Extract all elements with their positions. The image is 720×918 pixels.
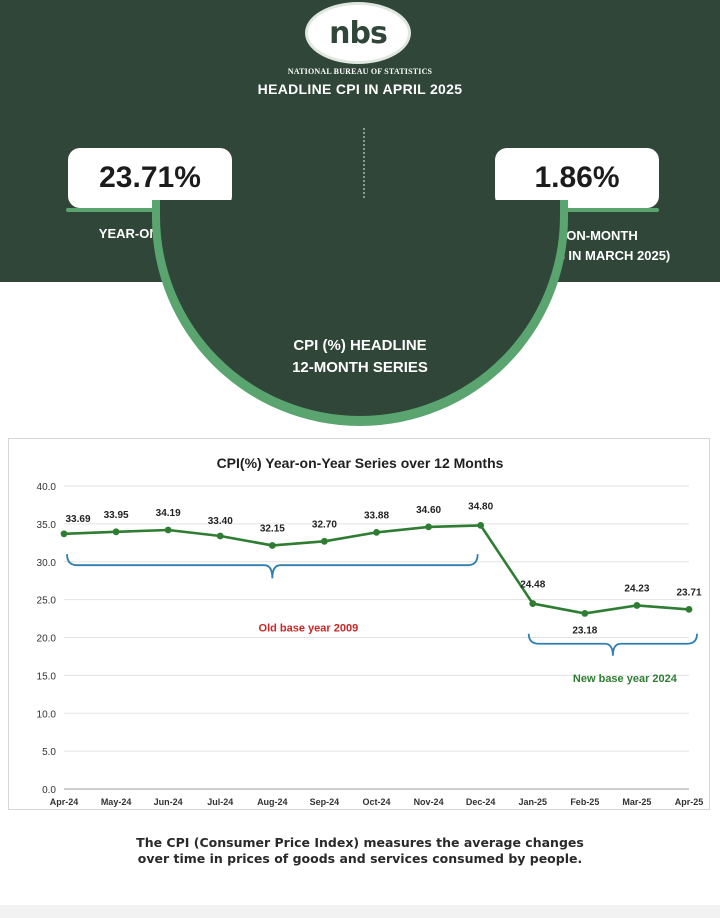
x-tick-label: Apr-25: [675, 797, 704, 807]
section-title-line2: 12-MONTH SERIES: [292, 359, 428, 376]
data-point: [373, 528, 380, 536]
data-label: 33.88: [364, 510, 389, 521]
x-tick-label: Jul-24: [207, 797, 233, 807]
new-base-brace: [527, 633, 698, 656]
mom-underline: [493, 208, 659, 212]
x-tick-label: Jun-24: [154, 797, 183, 807]
x-tick-label: May-24: [101, 797, 132, 807]
old-base-annotation: Old base year 2009: [259, 622, 359, 634]
data-point: [112, 528, 120, 536]
old-base-brace: [66, 554, 479, 579]
data-label: 32.15: [260, 523, 285, 534]
x-tick-label: Mar-25: [622, 797, 651, 807]
data-point: [164, 526, 172, 534]
y-tick-label: 35.0: [37, 520, 57, 531]
series-line: [63, 524, 690, 615]
data-point: [529, 600, 537, 607]
data-label: 23.18: [572, 625, 597, 636]
yoy-value-box: 23.71%: [68, 148, 232, 208]
cpi-line-chart: CPI(%) Year-on-Year Series over 12 Month…: [37, 455, 704, 807]
footer-line1: The CPI (Consumer Price Index) measures …: [136, 835, 584, 850]
data-label: 34.80: [468, 501, 493, 512]
y-tick-label: 20.0: [37, 634, 57, 645]
data-point: [216, 532, 224, 540]
data-point: [60, 530, 68, 538]
logo-caption: NATIONAL BUREAU OF STATISTICS: [287, 67, 433, 76]
header-band: nbs NATIONAL BUREAU OF STATISTICS HEADLI…: [0, 0, 720, 282]
data-point: [425, 523, 432, 531]
y-tick-label: 40.0: [37, 482, 57, 493]
x-tick-label: Feb-25: [570, 797, 599, 807]
data-point: [268, 542, 276, 549]
data-point: [477, 521, 485, 529]
y-tick-label: 25.0: [37, 596, 57, 607]
data-label: 24.23: [624, 583, 649, 594]
x-tick-label: Oct-24: [362, 797, 390, 807]
page-title: HEADLINE CPI IN APRIL 2025: [257, 81, 463, 97]
footer-note: The CPI (Consumer Price Index) measures …: [60, 835, 660, 867]
data-point: [581, 610, 589, 617]
data-label: 33.95: [104, 510, 129, 521]
data-label: 33.69: [65, 514, 90, 525]
divider: [363, 128, 365, 266]
x-tick-label: Aug-24: [257, 797, 288, 807]
mom-value-box: 1.86%: [495, 148, 659, 208]
yoy-underline: [66, 208, 232, 212]
logo-text: nbs: [329, 15, 388, 51]
data-label: 32.70: [312, 519, 337, 530]
chart-title: CPI(%) Year-on-Year Series over 12 Month…: [217, 455, 504, 471]
data-point: [685, 605, 693, 613]
data-label: 33.40: [208, 516, 233, 527]
x-tick-label: Apr-24: [50, 797, 79, 807]
y-tick-label: 5.0: [42, 747, 56, 758]
data-point: [633, 602, 641, 609]
y-tick-label: 15.0: [37, 671, 57, 682]
nbs-logo: nbs: [305, 2, 411, 64]
chart-frame: CPI(%) Year-on-Year Series over 12 Month…: [8, 438, 710, 810]
x-tick-label: Dec-24: [466, 797, 496, 807]
data-label: 34.60: [416, 505, 441, 516]
x-tick-label: Jan-25: [518, 797, 547, 807]
data-point: [321, 537, 328, 545]
data-label: 24.48: [520, 580, 545, 591]
section-title: CPI (%) HEADLINE 12-MONTH SERIES: [260, 335, 460, 379]
new-base-annotation: New base year 2024: [573, 673, 678, 685]
footer-line2: over time in prices of goods and service…: [137, 851, 583, 866]
x-tick-label: Sep-24: [310, 797, 340, 807]
data-label: 23.71: [676, 587, 701, 598]
section-title-line1: CPI (%) HEADLINE: [293, 337, 427, 354]
y-tick-label: 10.0: [37, 709, 57, 720]
data-label: 34.19: [156, 508, 181, 519]
x-tick-label: Nov-24: [414, 797, 444, 807]
y-tick-label: 30.0: [37, 558, 57, 569]
bottom-edge: [0, 905, 720, 918]
y-tick-label: 0.0: [42, 785, 56, 796]
